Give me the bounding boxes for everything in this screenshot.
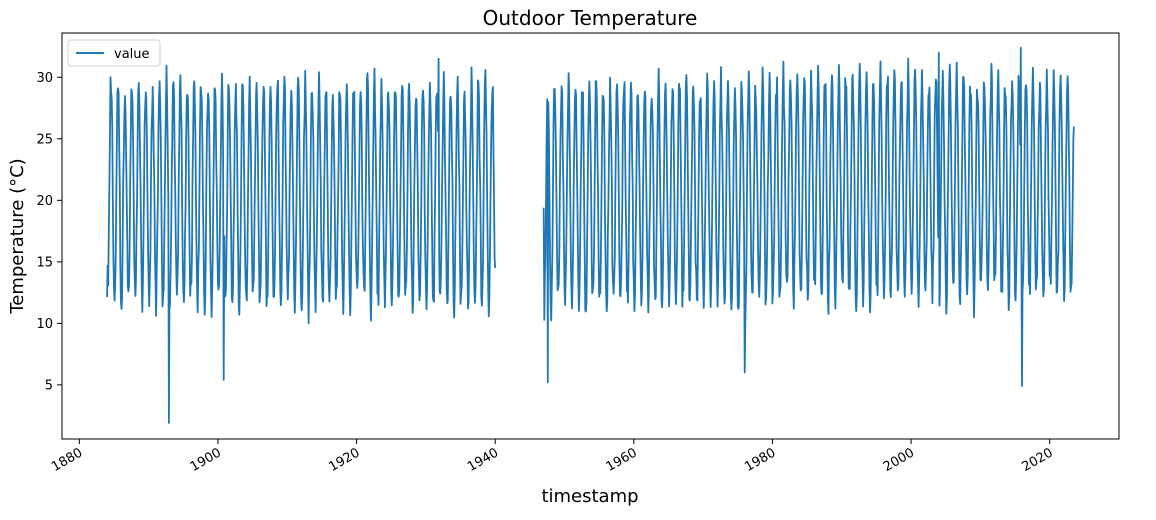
series-line-value bbox=[106, 57, 497, 424]
x-tick-label: 1900 bbox=[188, 445, 224, 475]
y-axis: 5 10 15 20 25 30 bbox=[36, 71, 62, 393]
y-tick-label: 30 bbox=[36, 71, 53, 86]
y-tick-label: 15 bbox=[36, 255, 53, 270]
legend-label-value: value bbox=[114, 47, 150, 62]
series-line-value bbox=[542, 46, 1075, 387]
legend: value bbox=[67, 39, 161, 67]
y-axis-label: Temperature (°C) bbox=[7, 158, 28, 314]
x-tick-label: 2020 bbox=[1020, 445, 1056, 475]
x-tick-label: 1960 bbox=[604, 445, 640, 475]
x-tick-label: 1920 bbox=[326, 445, 362, 475]
y-tick-label: 10 bbox=[36, 317, 53, 332]
x-axis: 1880 1900 1920 1940 1960 1980 2000 2020 bbox=[49, 439, 1056, 475]
x-tick-label: 1940 bbox=[465, 445, 501, 475]
y-tick-label: 25 bbox=[36, 132, 53, 147]
plot-area bbox=[106, 46, 1075, 424]
y-tick-label: 20 bbox=[36, 194, 53, 209]
x-tick-label: 1980 bbox=[742, 445, 778, 475]
legend-box bbox=[67, 39, 161, 67]
chart-title: Outdoor Temperature bbox=[483, 6, 698, 30]
x-tick-label: 2000 bbox=[881, 445, 917, 475]
x-axis-label: timestamp bbox=[541, 486, 638, 507]
x-tick-label: 1880 bbox=[49, 445, 85, 475]
y-tick-label: 5 bbox=[45, 378, 53, 393]
plot-frame bbox=[61, 32, 1120, 440]
